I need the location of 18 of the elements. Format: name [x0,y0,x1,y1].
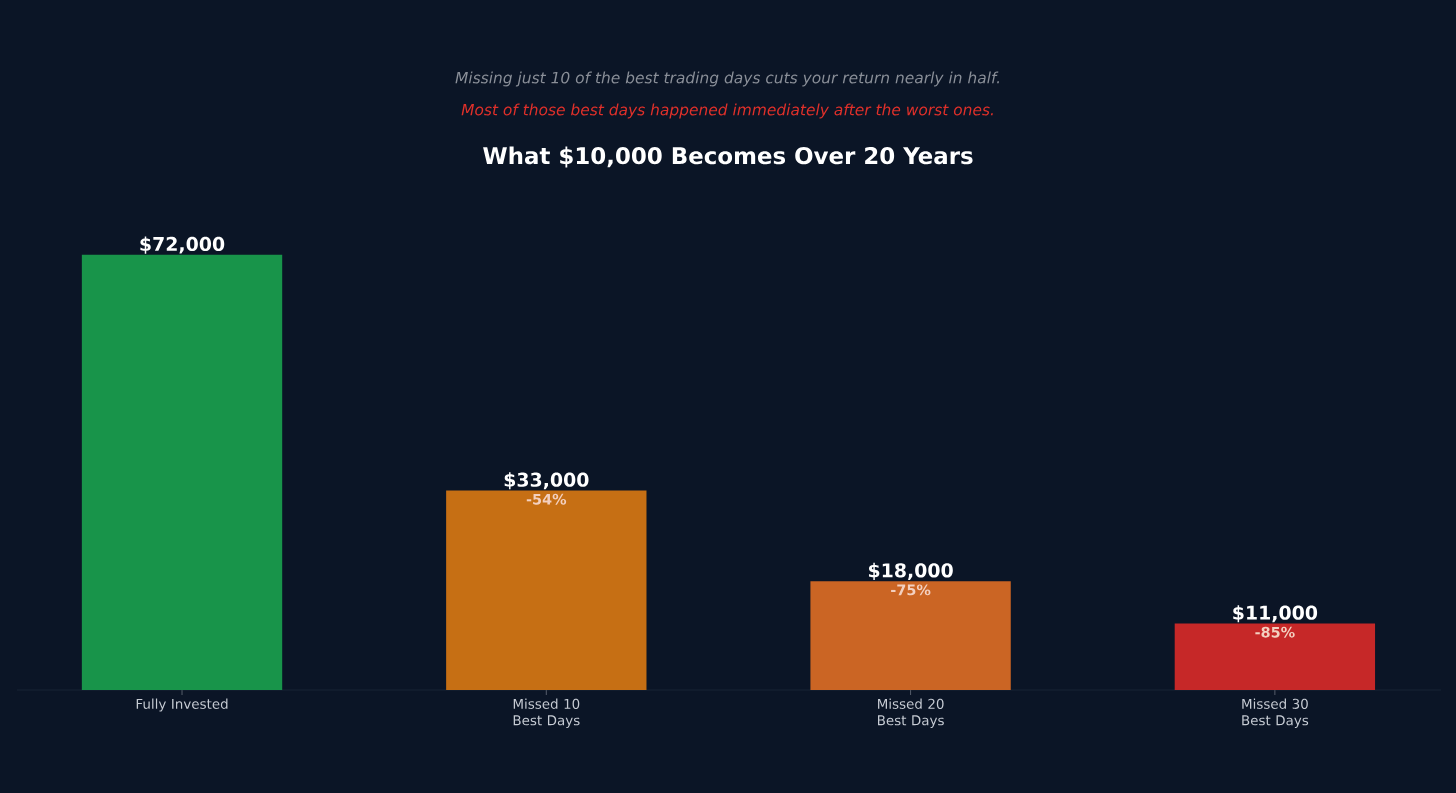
bar [810,581,1011,690]
chart-subtitle: Missing just 10 of the best trading days cuts your return nearly in half. [455,71,1000,87]
annotation: -54% [526,493,567,505]
bar [446,490,647,690]
x-tick-label: Missed 30 Best Days [1242,698,1309,728]
bar [1174,623,1376,690]
text: Most of those best days happened immediately after the worst ones. [461,103,993,119]
chart-title: What $10,000 Becomes Over 20 Years [483,146,973,168]
annotation: -75% [891,584,931,596]
data-label: $72,000 [140,236,225,254]
data-label: $33,000 [504,472,589,490]
data-label: $11,000 [1233,605,1318,623]
x-tick-label: Missed 10 Best Days [513,698,580,728]
annotation: -85% [1255,626,1295,638]
x-tick-label: Missed 20 Best Days [878,698,944,728]
data-label: $18,000 [868,562,953,581]
x-tick-label: Fully Invested [136,698,228,712]
bar [81,254,283,690]
